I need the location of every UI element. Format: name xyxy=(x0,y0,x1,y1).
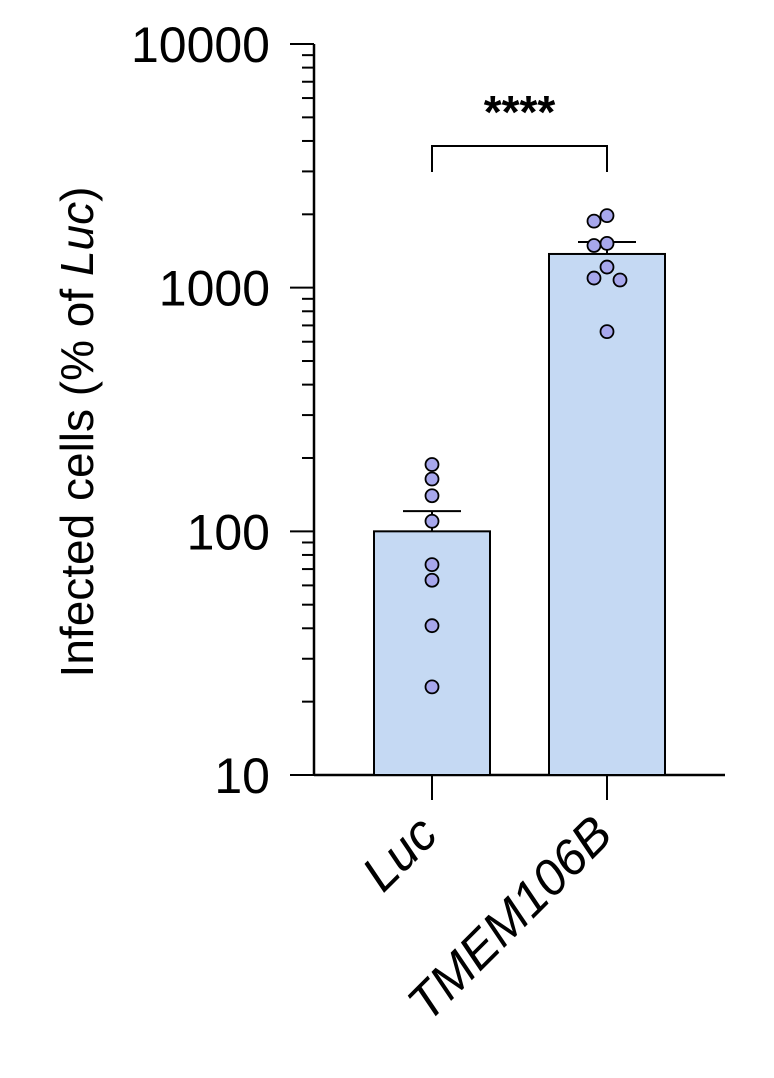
significance-bracket-line xyxy=(431,145,608,172)
y-tick-label: 10 xyxy=(214,748,270,804)
significance-bracket: **** xyxy=(431,86,608,172)
y-tick-label: 100 xyxy=(187,504,270,560)
y-tick-label: 1000 xyxy=(159,261,270,317)
y-axis-label: Infected cells (% of Luc) xyxy=(51,187,103,678)
data-point xyxy=(424,618,440,634)
data-point xyxy=(424,679,440,695)
data-point xyxy=(424,471,440,487)
bar-tmem106b xyxy=(548,252,666,776)
data-point xyxy=(599,208,615,224)
data-point xyxy=(424,557,440,573)
data-point xyxy=(612,272,628,288)
y-axis-label-close: ) xyxy=(51,187,103,202)
data-point xyxy=(599,324,615,340)
y-axis-label-main: Infected cells (% of xyxy=(51,276,103,677)
y-axis-label-italic: Luc xyxy=(51,202,103,276)
data-point xyxy=(599,259,615,275)
data-point xyxy=(424,572,440,588)
data-point xyxy=(424,488,440,504)
x-category-label: Luc xyxy=(351,805,448,902)
data-points xyxy=(424,208,628,695)
data-point xyxy=(599,235,615,251)
y-tick-label: 10000 xyxy=(131,17,270,73)
y-tick-labels: 10 100 1000 10000 xyxy=(131,17,270,804)
data-point xyxy=(586,213,602,229)
data-point xyxy=(586,270,602,286)
significance-label: **** xyxy=(484,86,556,138)
data-point xyxy=(424,457,440,472)
data-point xyxy=(424,513,440,529)
data-point xyxy=(586,238,602,253)
bars xyxy=(373,252,666,776)
